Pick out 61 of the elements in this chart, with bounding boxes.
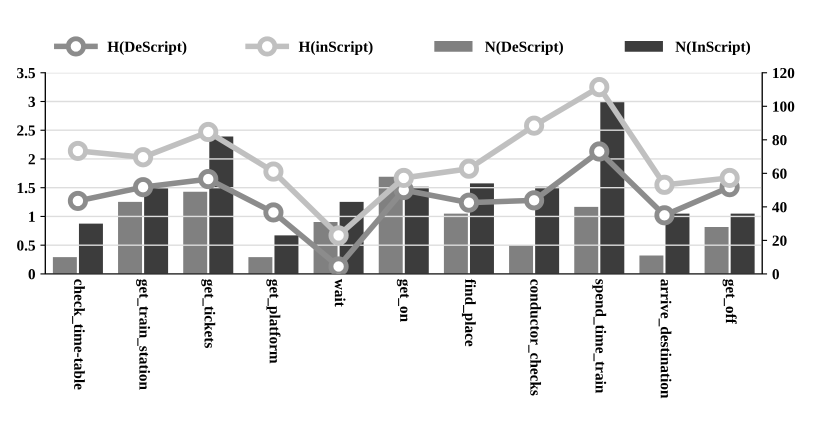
point bbox=[133, 177, 154, 198]
bar bbox=[118, 202, 142, 274]
point bbox=[263, 162, 284, 182]
x-tick-label: get_train_station bbox=[136, 279, 150, 390]
bar bbox=[78, 224, 103, 274]
point bbox=[654, 205, 675, 226]
y-tick-label: 0 bbox=[28, 269, 36, 280]
bar bbox=[704, 226, 729, 274]
point bbox=[589, 141, 610, 162]
point bbox=[458, 192, 479, 213]
y2-tick-label: 80 bbox=[772, 134, 787, 146]
point bbox=[589, 77, 610, 98]
y-tick-label: 1.5 bbox=[18, 182, 36, 194]
y-tick-label: 1 bbox=[29, 212, 35, 222]
x-tick-label: get_platform bbox=[266, 279, 280, 364]
x-tick-label: arrive_destination bbox=[658, 279, 672, 398]
y2-tick-label: 60 bbox=[772, 168, 787, 179]
x-tick-label: get_tickets bbox=[201, 279, 216, 348]
point bbox=[654, 174, 675, 195]
x-tick-label: get_on bbox=[396, 279, 409, 322]
y2-tick-label: 100 bbox=[773, 101, 794, 112]
point bbox=[458, 158, 479, 179]
x-tick-label: check_time-table bbox=[72, 279, 85, 390]
x-tick-label: get_off bbox=[722, 279, 737, 324]
bar bbox=[183, 192, 208, 274]
point bbox=[394, 168, 414, 188]
y2-tick-label: 0 bbox=[772, 269, 779, 280]
point bbox=[720, 168, 740, 188]
point bbox=[328, 225, 349, 246]
y2-tick-label: 40 bbox=[772, 202, 787, 212]
legend-label: N(InScript) bbox=[675, 41, 750, 55]
point bbox=[198, 169, 218, 190]
bar bbox=[274, 235, 298, 274]
y-tick-label: 2 bbox=[28, 154, 35, 164]
y-tick-label: 3 bbox=[28, 96, 36, 107]
point bbox=[524, 116, 544, 136]
x-tick-label: conductor_checks bbox=[528, 279, 542, 396]
y2-tick-label: 120 bbox=[773, 68, 794, 78]
y-tick-label: 3.5 bbox=[17, 68, 36, 78]
point bbox=[68, 190, 88, 211]
point bbox=[524, 190, 544, 210]
bar bbox=[730, 214, 755, 274]
bar bbox=[509, 245, 534, 274]
y-tick-label: 2.5 bbox=[17, 125, 36, 136]
point bbox=[68, 140, 88, 161]
x-tick-label: find_place bbox=[462, 278, 476, 346]
point bbox=[263, 202, 284, 222]
y2-tick-label: 20 bbox=[772, 236, 787, 246]
bar bbox=[144, 188, 168, 274]
bar bbox=[639, 255, 664, 274]
point bbox=[198, 122, 218, 142]
legend-label: H(inScript) bbox=[298, 41, 373, 55]
legend-label: N(DeScript) bbox=[485, 41, 563, 55]
bar bbox=[574, 206, 598, 274]
legend-label: H(DeScript) bbox=[107, 41, 186, 55]
x-tick-label: wait bbox=[334, 278, 346, 307]
point bbox=[133, 147, 154, 168]
y-tick-label: 0.5 bbox=[17, 240, 36, 251]
bar bbox=[248, 257, 272, 274]
bar bbox=[52, 257, 77, 274]
x-tick-label: spend_time_train bbox=[592, 279, 606, 394]
